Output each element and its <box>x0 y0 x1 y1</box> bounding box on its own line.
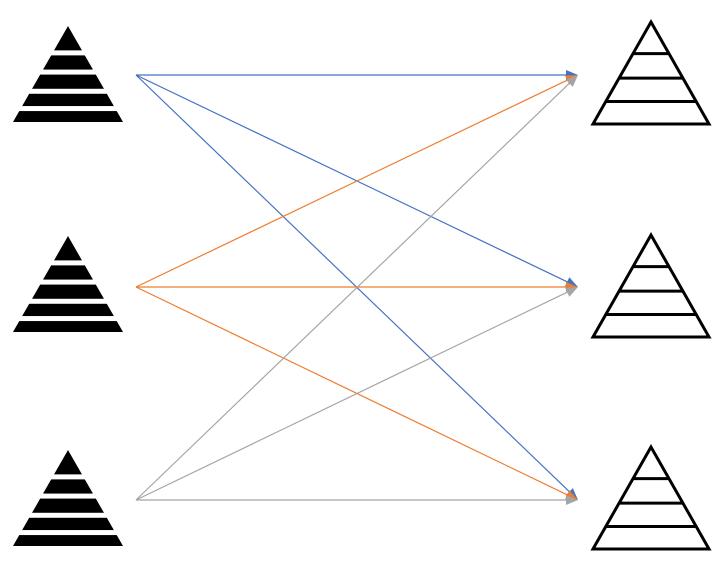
target-2-pyramid <box>590 231 712 339</box>
source-pyramids <box>11 26 125 546</box>
target-1-pyramid-outline <box>590 18 712 126</box>
connection-line <box>135 74 568 283</box>
target-3-pyramid <box>590 443 712 551</box>
connection-source-3-to-target-1 <box>135 75 578 501</box>
target-1-pyramid <box>590 18 712 126</box>
connection-line <box>135 286 568 496</box>
source-1-stripe-2 <box>11 69 125 75</box>
target-3-pyramid-outline <box>590 443 712 551</box>
connection-line <box>135 82 570 501</box>
connection-line <box>135 74 570 493</box>
source-1-stripe-3 <box>11 88 125 94</box>
connection-source-1-to-target-1 <box>136 70 578 80</box>
source-1-stripe-1 <box>11 50 125 56</box>
arrowhead-icon <box>565 287 578 297</box>
source-1-stripe-4 <box>11 106 125 112</box>
target-pyramids <box>590 18 712 551</box>
source-3-stripe-3 <box>11 512 125 518</box>
source-2-stripe-4 <box>11 316 125 322</box>
source-1-pyramid <box>11 26 125 122</box>
source-3-stripe-1 <box>11 474 125 480</box>
source-2-pyramid <box>11 236 125 332</box>
connection-line <box>135 291 568 501</box>
source-2-stripe-3 <box>11 298 125 304</box>
connection-source-3-to-target-2 <box>135 287 578 501</box>
arrowhead-icon <box>566 495 578 505</box>
target-2-pyramid-outline <box>590 231 712 339</box>
connections-layer <box>135 70 578 505</box>
arrowhead-icon <box>565 75 578 87</box>
source-2-stripe-2 <box>11 279 125 285</box>
source-3-stripe-4 <box>11 530 125 536</box>
source-3-stripe-2 <box>11 493 125 499</box>
connection-line <box>135 79 568 288</box>
source-2-stripe-1 <box>11 260 125 266</box>
source-3-pyramid <box>11 450 125 546</box>
connection-source-3-to-target-3 <box>136 495 578 505</box>
